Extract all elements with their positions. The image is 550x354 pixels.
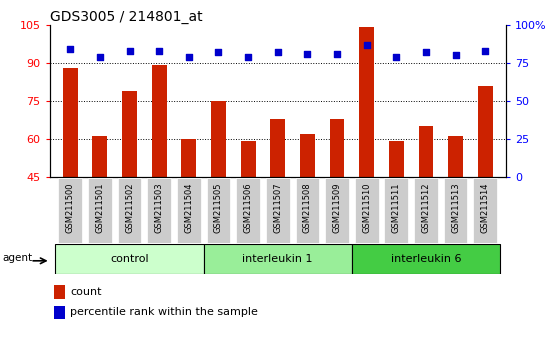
Bar [329, 119, 344, 177]
Point [184, 54, 193, 59]
Point [421, 49, 430, 55]
Point [362, 42, 371, 47]
Bar [419, 126, 433, 177]
Text: count: count [70, 287, 102, 297]
Point [451, 52, 460, 58]
Point [303, 51, 312, 57]
Bar [211, 101, 226, 177]
FancyBboxPatch shape [204, 244, 352, 274]
Text: GSM211501: GSM211501 [95, 182, 104, 233]
Bar [54, 306, 65, 319]
Point [273, 49, 282, 55]
Point [155, 48, 163, 53]
Point [244, 54, 252, 59]
FancyBboxPatch shape [236, 178, 260, 243]
Text: GSM211506: GSM211506 [244, 182, 252, 233]
Point [66, 46, 75, 52]
Bar [182, 139, 196, 177]
Bar [271, 119, 285, 177]
Text: control: control [110, 254, 149, 264]
FancyBboxPatch shape [88, 178, 112, 243]
Text: GSM211510: GSM211510 [362, 182, 371, 233]
Bar [300, 134, 315, 177]
Text: GSM211507: GSM211507 [273, 182, 282, 233]
FancyBboxPatch shape [58, 178, 82, 243]
FancyBboxPatch shape [444, 178, 468, 243]
Point [333, 51, 342, 57]
Bar [122, 91, 137, 177]
Point [96, 54, 104, 59]
Point [392, 54, 401, 59]
Point [214, 49, 223, 55]
Bar [389, 142, 404, 177]
Bar [152, 65, 167, 177]
Bar [448, 136, 463, 177]
Text: GSM211513: GSM211513 [451, 182, 460, 233]
FancyBboxPatch shape [207, 178, 230, 243]
Bar [54, 285, 65, 299]
Text: interleukin 6: interleukin 6 [390, 254, 461, 264]
Text: GSM211512: GSM211512 [421, 182, 431, 233]
Text: GSM211508: GSM211508 [303, 182, 312, 233]
Text: GSM211511: GSM211511 [392, 182, 401, 233]
Point [481, 48, 490, 53]
FancyBboxPatch shape [56, 244, 204, 274]
Point [125, 48, 134, 53]
FancyBboxPatch shape [266, 178, 290, 243]
Text: GSM211500: GSM211500 [66, 182, 75, 233]
Text: GSM211505: GSM211505 [214, 182, 223, 233]
FancyBboxPatch shape [384, 178, 408, 243]
FancyBboxPatch shape [355, 178, 378, 243]
Bar [478, 86, 493, 177]
FancyBboxPatch shape [177, 178, 201, 243]
FancyBboxPatch shape [414, 178, 438, 243]
Bar [92, 136, 107, 177]
FancyBboxPatch shape [474, 178, 497, 243]
Text: GSM211502: GSM211502 [125, 182, 134, 233]
Text: interleukin 1: interleukin 1 [243, 254, 313, 264]
Bar [359, 27, 374, 177]
FancyBboxPatch shape [118, 178, 141, 243]
FancyBboxPatch shape [295, 178, 319, 243]
FancyBboxPatch shape [352, 244, 500, 274]
Text: GSM211503: GSM211503 [155, 182, 164, 233]
Bar [241, 142, 256, 177]
Text: GSM211504: GSM211504 [184, 182, 193, 233]
FancyBboxPatch shape [325, 178, 349, 243]
Text: GSM211514: GSM211514 [481, 182, 490, 233]
Text: GDS3005 / 214801_at: GDS3005 / 214801_at [50, 10, 202, 24]
Text: percentile rank within the sample: percentile rank within the sample [70, 307, 258, 318]
Bar [63, 68, 78, 177]
Text: agent: agent [3, 253, 33, 263]
FancyBboxPatch shape [147, 178, 171, 243]
Text: GSM211509: GSM211509 [333, 182, 342, 233]
